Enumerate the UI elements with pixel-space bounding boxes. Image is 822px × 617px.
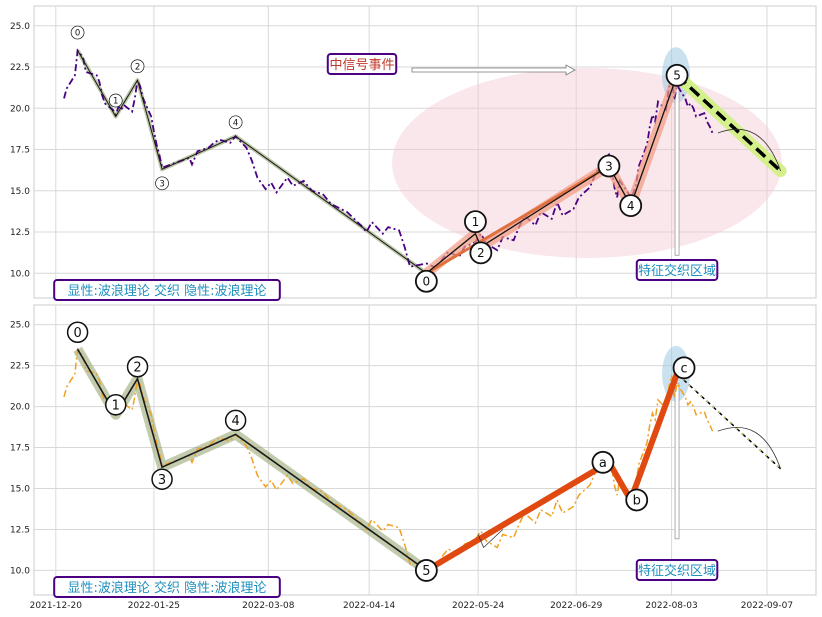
bottom-ytick-label: 22.5: [10, 362, 30, 372]
bottom-ytick-label: 15.0: [10, 485, 30, 495]
bottom-up-label-5: 5: [422, 564, 430, 579]
top-pattern-label-box: [53, 279, 281, 301]
top-up-label-3: 3: [605, 159, 613, 173]
x-tick-label: 2022-09-07: [741, 601, 793, 611]
top-up-label-5: 5: [673, 69, 681, 83]
bottom-down-label-4: 4: [231, 414, 239, 429]
bottom-up-label-a: a: [599, 456, 607, 471]
bottom-zone-label: 特征交织区域: [638, 563, 716, 579]
bottom-ytick-label: 10.0: [10, 566, 30, 576]
top-down-label-4-circle: [228, 115, 243, 130]
top-event-label: 中信号事件: [329, 58, 394, 73]
top-zone-label: 特征交织区域: [638, 263, 716, 279]
signal-ellipse: [392, 68, 782, 258]
bottom-panel: 10.0 12.5 15.0 17.5 20.0 22.5 25.0 0 1 2 3 4 5 a b c 显性:…: [10, 304, 817, 598]
top-ytick-label: 15.0: [10, 187, 30, 197]
x-tick-label: 2022-03-08: [242, 601, 295, 611]
top-ytick-label: 22.5: [10, 63, 30, 73]
top-projection-line: [675, 74, 782, 173]
bottom-plot-frame: [33, 304, 817, 596]
top-up-label-3-circle: [597, 154, 621, 178]
bottom-down-label-1: 1: [112, 398, 120, 413]
bottom-ytick-label: 12.5: [10, 525, 30, 535]
top-up-label-4-circle: [619, 194, 643, 218]
top-up-label-4: 4: [627, 199, 635, 213]
bottom-projection-curve: [717, 427, 781, 469]
top-up-label-5-circle: [665, 63, 689, 87]
top-down-label-1-circle: [108, 93, 123, 108]
top-projection-curve: [717, 128, 781, 172]
top-ytick-label: 20.0: [10, 104, 30, 114]
top-down-label-0-circle: [70, 25, 85, 40]
top-panel: 10.0 12.5 15.0 17.5 20.0 22.5 25.0 0 1 2 3 4 0 1 2 3 4 5 显…: [10, 5, 817, 301]
top-down-label-2: 2: [135, 62, 140, 72]
top-ytick-label: 12.5: [10, 228, 30, 238]
top-pattern-label: 显性:波浪理论 交织 隐性:波浪理论: [67, 283, 266, 299]
top-down-label-1: 1: [113, 97, 118, 107]
top-up-label-0-circle: [414, 269, 438, 293]
bottom-ytick-label: 20.0: [10, 403, 30, 413]
bottom-down-label-3: 3: [158, 473, 166, 488]
top-zone-label-box: [635, 259, 719, 281]
top-down-wave-line: [77, 50, 427, 274]
bottom-down-label-0: 0: [73, 326, 81, 341]
x-axis: 2021-12-20 2022-01-25 2022-03-08 2022-04-14…: [30, 601, 793, 611]
bottom-up-label-c-circle: [672, 356, 696, 380]
bottom-price-line: [63, 347, 714, 567]
bottom-ytick-label: 25.0: [10, 321, 30, 331]
x-tick-label: 2022-06-29: [550, 601, 603, 611]
top-ytick-label: 25.0: [10, 22, 30, 32]
bottom-up-wave-line: [424, 372, 680, 573]
bottom-up-label-a-circle: [591, 450, 615, 474]
x-tick-label: 2022-05-24: [452, 601, 505, 611]
x-tick-label: 2022-08-03: [645, 601, 697, 611]
bottom-up-label-b-circle: [625, 488, 649, 512]
x-tick-label: 2022-01-25: [128, 601, 180, 611]
bottom-zone-marker: [674, 383, 680, 540]
bottom-down-label-4-circle: [224, 409, 247, 432]
bottom-pattern-label: 显性:波浪理论 交织 隐性:波浪理论: [67, 580, 266, 596]
bottom-up-label-c: c: [680, 361, 687, 376]
top-event-arrow: [411, 64, 576, 76]
top-price-line: [63, 48, 714, 270]
top-up-label-1-circle: [464, 210, 487, 234]
top-up-label-2: 2: [477, 246, 485, 260]
top-up-label-0: 0: [423, 275, 431, 289]
x-tick-label: 2021-12-20: [30, 601, 83, 611]
top-up-label-1: 1: [472, 215, 480, 229]
bottom-sub-wave: [477, 529, 503, 549]
top-down-label-0: 0: [75, 29, 80, 39]
top-down-label-4: 4: [233, 118, 238, 128]
bottom-ytick-label: 17.5: [10, 444, 30, 454]
bottom-down-label-3-circle: [151, 468, 173, 490]
bottom-down-label-1-circle: [104, 394, 127, 416]
x-tick-label: 2022-04-14: [343, 601, 396, 611]
top-up-label-2-circle: [469, 241, 493, 265]
top-down-label-3-circle: [155, 176, 169, 191]
bottom-down-label-2-circle: [126, 355, 149, 378]
top-down-label-3: 3: [159, 179, 164, 189]
bottom-up-label-b: b: [633, 494, 641, 509]
top-up-wave-line: [425, 75, 678, 274]
top-up-wave-channel: [425, 164, 610, 275]
top-ytick-label: 10.0: [10, 269, 30, 279]
top-plot-frame: [33, 5, 817, 299]
top-event-label-box: [326, 53, 398, 75]
top-down-label-2-circle: [130, 59, 145, 74]
top-ytick-label: 17.5: [10, 146, 30, 156]
bottom-down-label-2: 2: [133, 360, 141, 375]
bottom-zone-label-box: [635, 559, 719, 581]
bottom-pattern-label-box: [53, 576, 281, 598]
bottom-up-label-5-circle: [414, 559, 438, 582]
top-zone-marker: [674, 84, 680, 256]
bottom-down-label-0-circle: [66, 321, 89, 343]
